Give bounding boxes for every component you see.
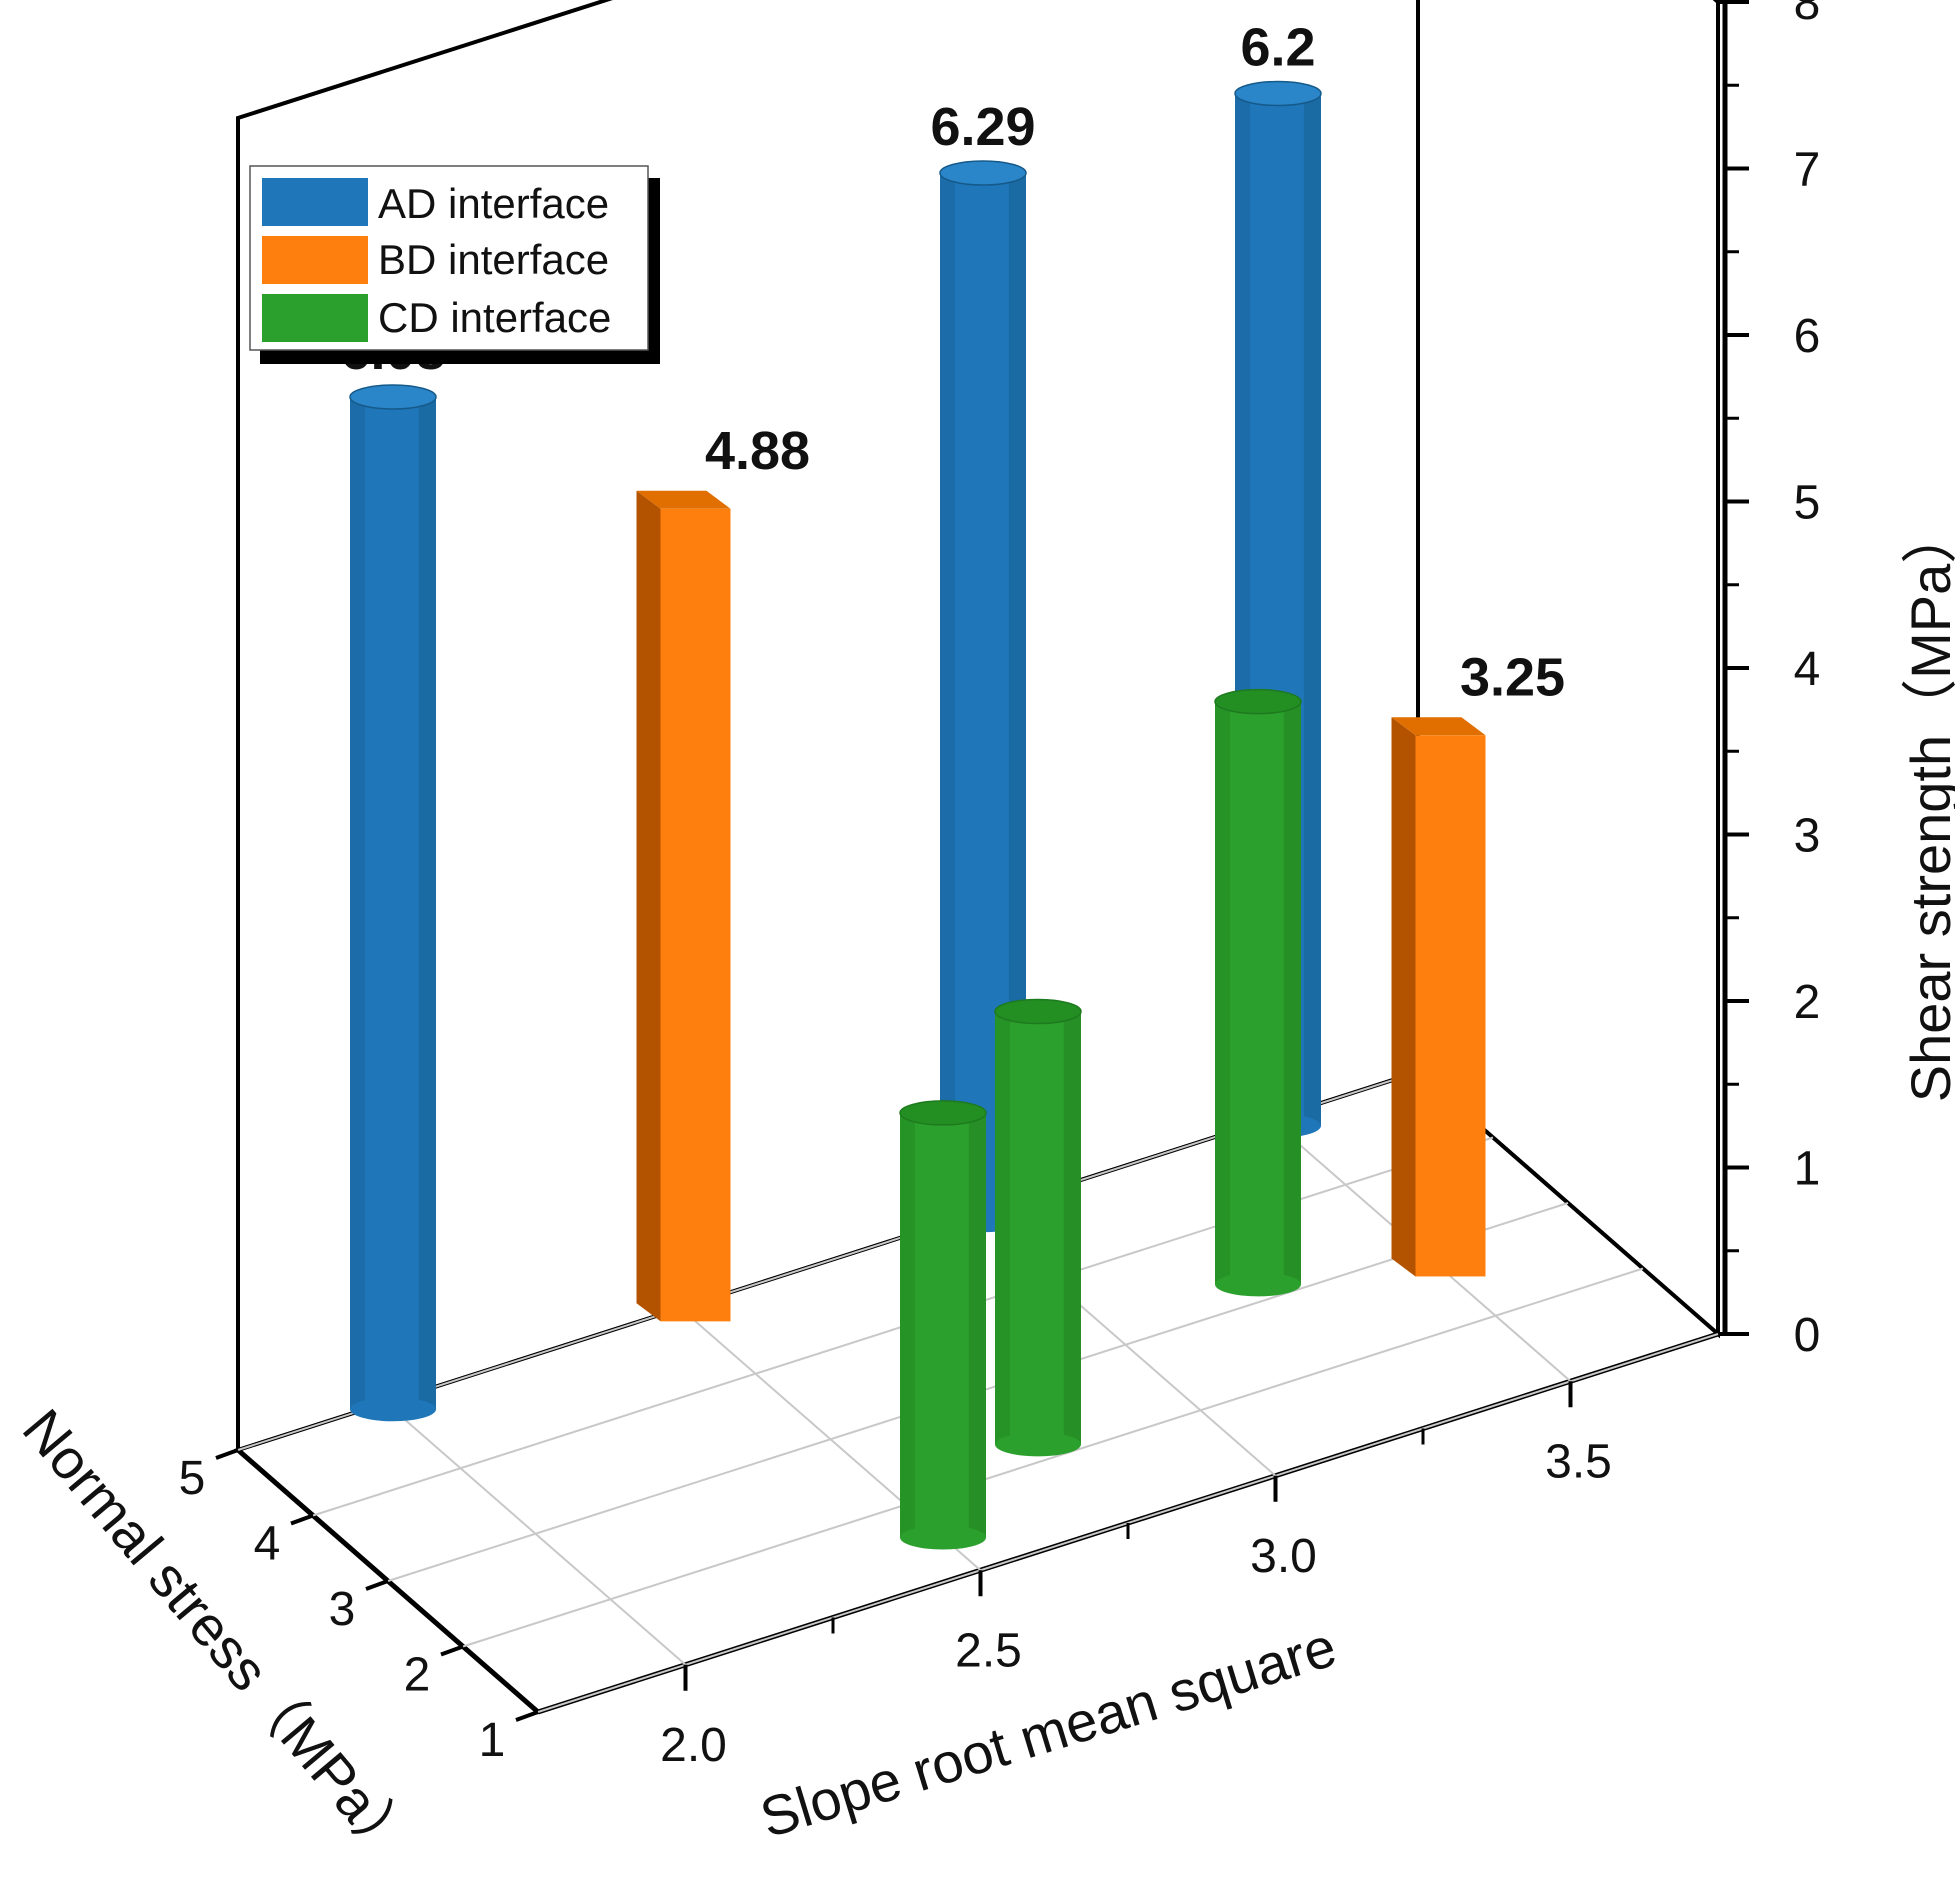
legend-label-cd: CD interface <box>378 294 611 341</box>
ad-bar-1-shade-right <box>1008 173 1026 1221</box>
z-tick-label-5: 5 <box>1794 477 1821 530</box>
bd-bar-1-side <box>1391 717 1416 1277</box>
y-tick-label-3: 4 <box>254 1518 281 1571</box>
z-tick-label-2: 2 <box>1794 976 1821 1029</box>
cd-bar-0-shade-left <box>900 1112 916 1538</box>
ad-bar-0-body <box>350 396 436 1410</box>
ad-bar-0-top <box>349 384 437 410</box>
z-tick-label-8: 8 <box>1794 0 1821 30</box>
y-tick-4 <box>215 1448 239 1460</box>
ad-bar-1-label: 6.29 <box>930 97 1035 157</box>
x-tick-label-2: 3.0 <box>1250 1530 1317 1583</box>
bd-bar-1-label: 3.25 <box>1460 647 1565 707</box>
ad-bar-0-shade-left <box>350 396 366 1410</box>
ad-bar-2-label: 6.2 <box>1240 18 1315 78</box>
y-tick-2 <box>365 1579 389 1591</box>
cd-bar-1-bottom <box>995 1432 1081 1457</box>
x-tick-label-1: 2.5 <box>955 1624 1022 1677</box>
legend-swatch-cd <box>262 294 368 342</box>
cd-bar-2-shade-left <box>1215 701 1231 1285</box>
y-tick-label-4: 5 <box>179 1452 206 1505</box>
cd-bar-1-top <box>994 998 1082 1025</box>
cd-bar-2-bottom <box>1215 1272 1301 1297</box>
bd-bar-1-top <box>1391 717 1486 736</box>
legend-label-bd: BD interface <box>378 236 609 283</box>
legend: AD interface BD interface CD interface <box>249 165 660 364</box>
y-tick-label-2: 3 <box>329 1583 356 1636</box>
y-tick-label-0: 1 <box>479 1714 506 1767</box>
cd-bar-1-body <box>995 1011 1081 1445</box>
legend-swatch-ad <box>262 178 368 226</box>
bd-bar-0-front <box>660 508 731 1322</box>
bd-bar-0-top <box>636 490 731 509</box>
z-tick-label-1: 1 <box>1794 1143 1821 1196</box>
ad-bar-2-top <box>1234 80 1322 107</box>
bd-bar-0-side <box>636 490 661 1322</box>
z-axis-title: Shear strength（MPa） <box>1899 508 1955 1102</box>
x-axis-title: Slope root mean square <box>753 1614 1343 1849</box>
y-tick-0 <box>515 1710 539 1722</box>
ad-bar-1-shade-left <box>940 173 956 1221</box>
x-tick-label-0: 2.0 <box>660 1719 727 1772</box>
cd-bar-0-body <box>900 1112 986 1538</box>
cd-bar-0-shade-right <box>968 1112 986 1538</box>
bd-bar-0-label: 4.88 <box>705 421 810 481</box>
z-tick-label-0: 0 <box>1794 1309 1821 1362</box>
cd-bar-2-top <box>1214 688 1302 715</box>
z-tick-label-4: 4 <box>1794 643 1821 696</box>
cd-bar-0-bottom <box>900 1525 986 1550</box>
legend-label-ad: AD interface <box>378 180 609 227</box>
legend-swatch-bd <box>262 236 368 284</box>
ad-bar-0-bottom <box>350 1397 436 1422</box>
bd-bar-1-front <box>1415 735 1486 1277</box>
cd-bar-2-shade-right <box>1283 701 1301 1285</box>
cd-bar-1-shade-left <box>995 1011 1011 1445</box>
z-tick-label-3: 3 <box>1794 810 1821 863</box>
grid-line-y-1 <box>462 1267 1644 1648</box>
z-tick-label-6: 6 <box>1794 310 1821 363</box>
y-tick-3 <box>290 1513 314 1526</box>
y-tick-1 <box>440 1644 464 1657</box>
bars <box>349 80 1486 1550</box>
y-tick-label-1: 2 <box>404 1649 431 1702</box>
cd-bar-0-top <box>899 1100 987 1126</box>
ad-bar-2-shade-right <box>1303 93 1321 1126</box>
cd-bar-2-body <box>1215 701 1301 1285</box>
x-tick-label-3: 3.5 <box>1545 1435 1612 1488</box>
z-tick-label-7: 7 <box>1794 144 1821 197</box>
cd-bar-1-shade-right <box>1063 1011 1081 1445</box>
ad-bar-1-top <box>939 160 1027 186</box>
ad-bar-0-shade-right <box>418 396 436 1410</box>
